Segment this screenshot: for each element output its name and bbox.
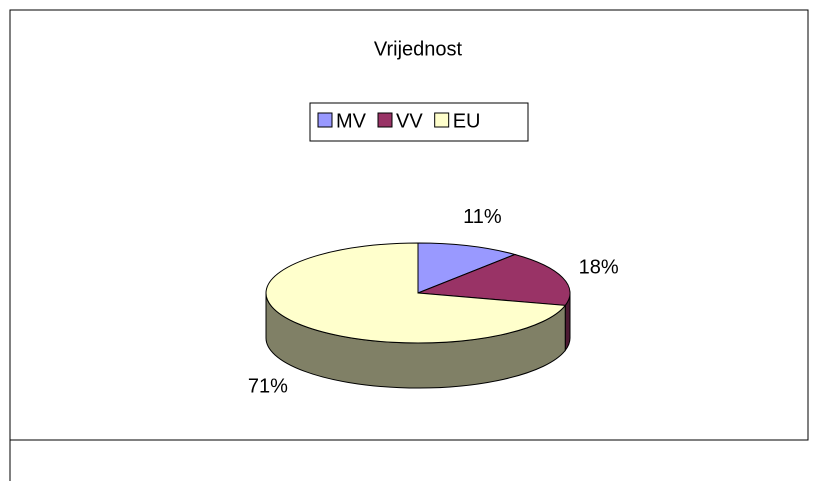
legend-swatch <box>377 112 393 128</box>
data-label: 18% <box>579 257 619 279</box>
legend-box <box>309 102 529 142</box>
pie-slice <box>417 242 517 294</box>
chart-title: Vrijednost <box>374 38 463 60</box>
data-label: 71% <box>248 375 288 397</box>
data-label: 11% <box>463 206 502 228</box>
legend-label: EU <box>453 110 481 132</box>
pie-slice <box>417 253 571 306</box>
legend-swatch <box>434 112 450 128</box>
pie-slice <box>265 242 567 344</box>
legend-swatch <box>317 112 333 128</box>
legend-label: VV <box>396 110 423 132</box>
legend-label: MV <box>336 110 367 132</box>
